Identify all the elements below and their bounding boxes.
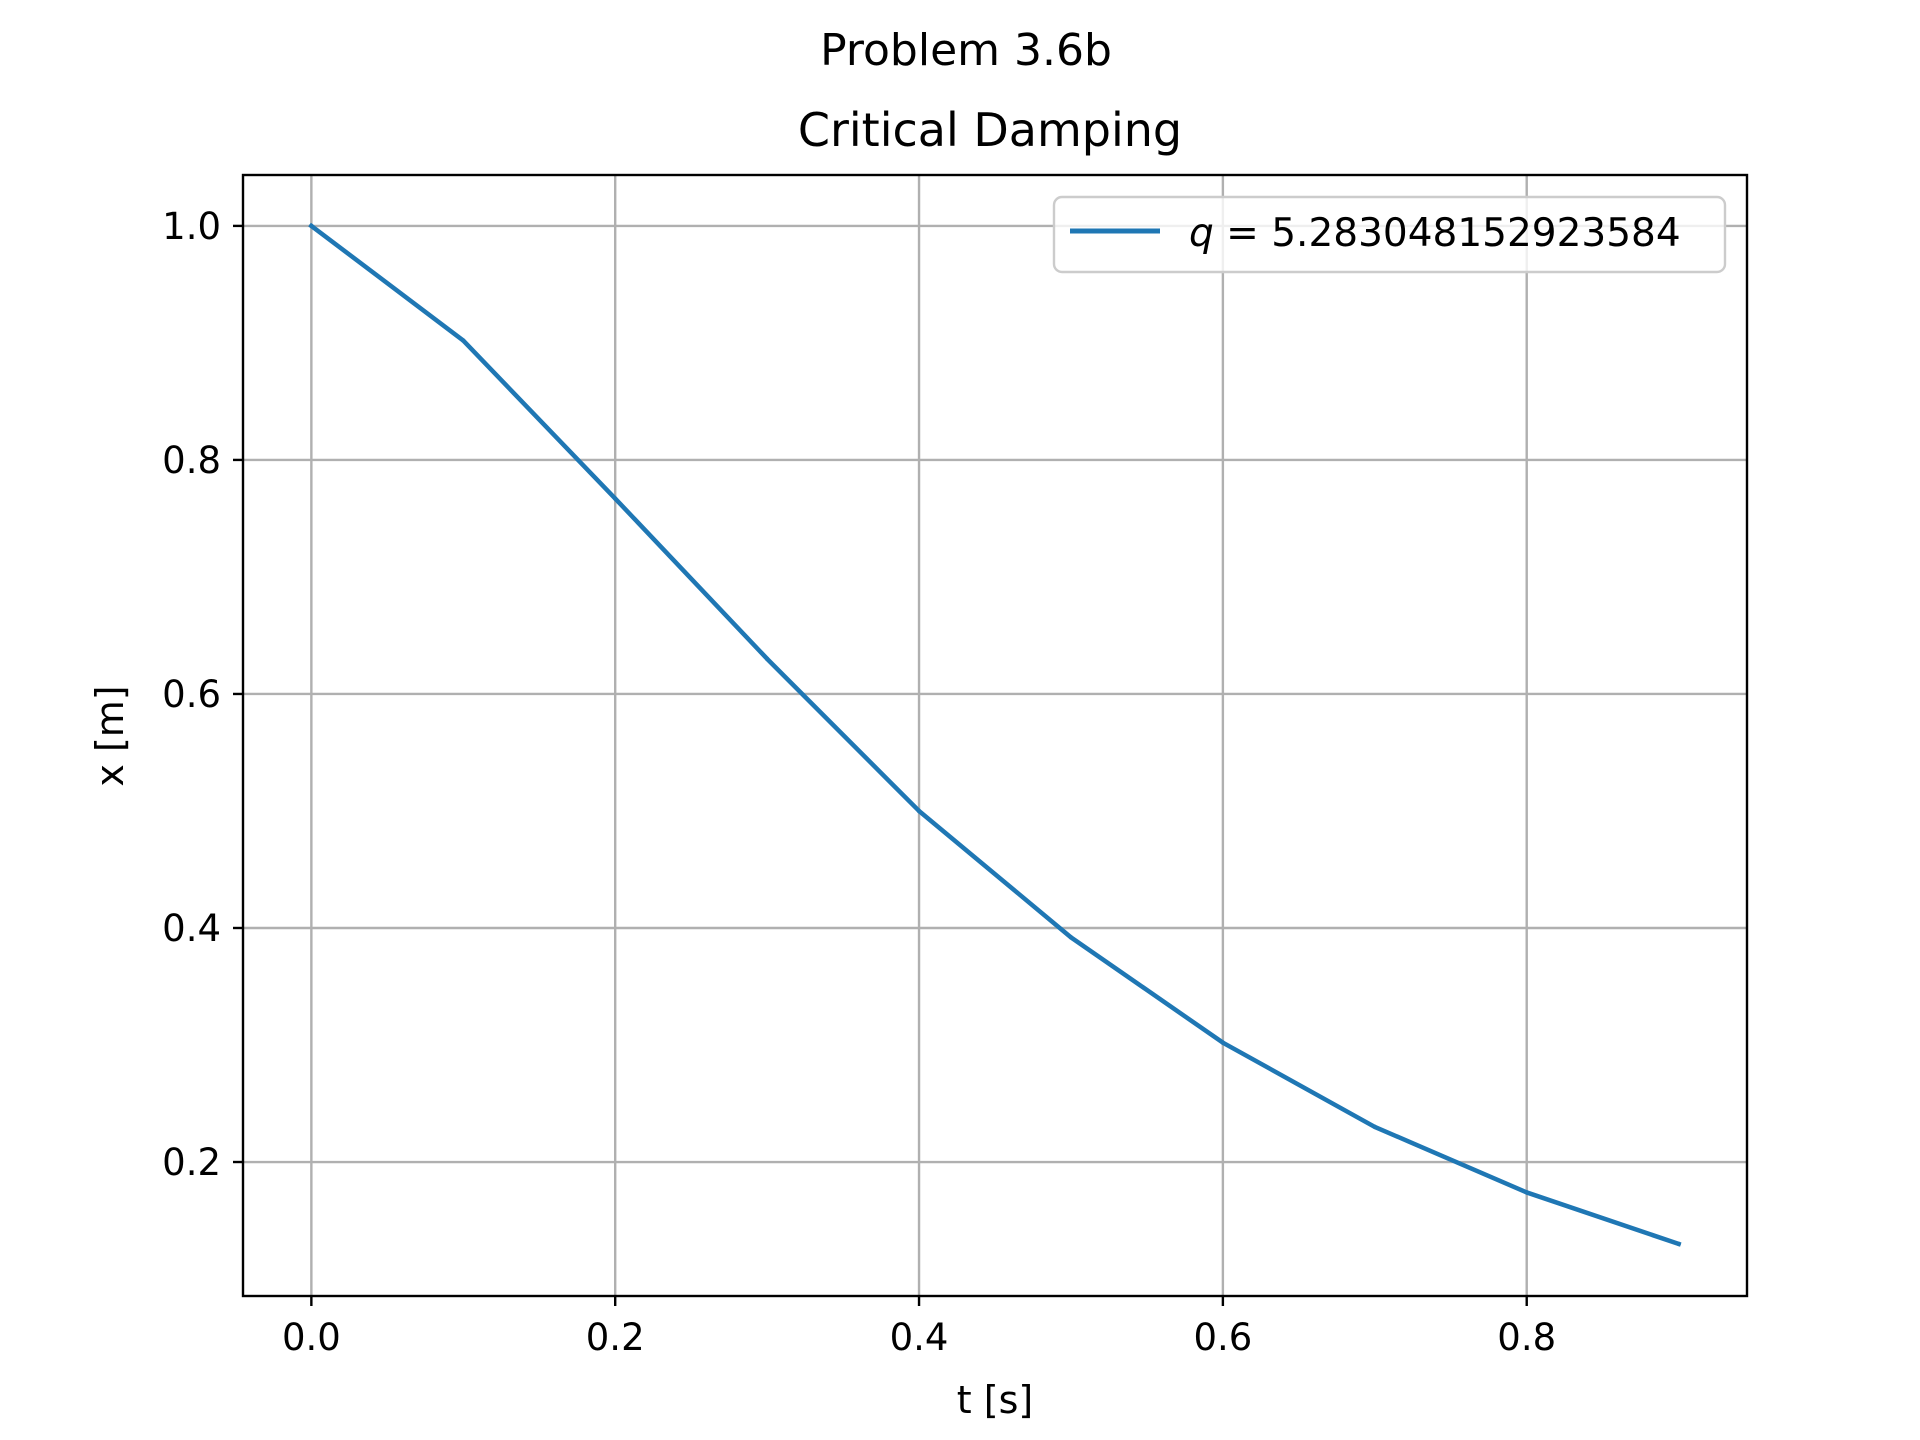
data-point [612,496,618,501]
x-axis-label: t [s] [957,1378,1033,1422]
data-point [1068,935,1074,940]
plot-area-frame [241,173,1749,1298]
chart-suptitle: Problem 3.6b [820,25,1112,76]
x-tick-label: 0.0 [282,1316,341,1359]
series-line [308,222,1682,1247]
x-tick-label: 0.2 [586,1316,645,1359]
data-point [764,656,770,662]
y-tick-label: 0.6 [162,673,221,716]
x-tick-label: 0.6 [1193,1316,1252,1359]
y-tick-label: 0.4 [162,907,221,950]
legend-label-symbol: q [1189,211,1214,256]
data-point [1524,1190,1529,1195]
data-point [1220,1040,1226,1045]
legend-label-value: = 5.283048152923584 [1214,211,1681,256]
data-point [1676,1241,1681,1247]
y-tick-label: 0.8 [162,439,221,482]
x-tick-label: 0.4 [890,1316,949,1359]
legend-frame [1052,195,1727,274]
data-point [309,223,314,229]
data-point [1372,1124,1378,1130]
x-tick-label: 0.8 [1497,1316,1556,1359]
y-tick-label: 1.0 [162,205,221,248]
legend: q = 5.283048152923584 [1052,195,1727,274]
data-point [461,338,466,343]
series-layer [308,222,1682,1247]
y-axis-label: x [m] [88,685,132,786]
axis-ticks: 0.0 0.2 0.4 0.6 0.8 0.2 0.4 0.6 0.8 1.0 [162,205,1556,1359]
legend-label: q = 5.283048152923584 [1189,211,1681,256]
data-point [916,808,922,814]
y-tick-label: 0.2 [162,1141,221,1184]
chart-title: Critical Damping [798,103,1182,157]
